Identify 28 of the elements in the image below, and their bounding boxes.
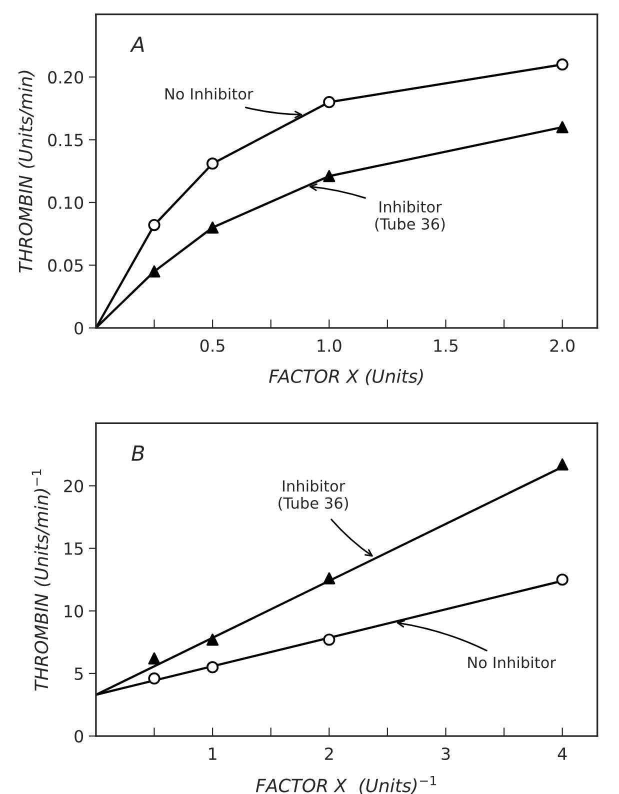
annotation: Inhibitor (Tube 36) <box>278 480 348 511</box>
annotation: No Inhibitor <box>468 656 556 668</box>
x-tick-label: 3 <box>442 747 450 760</box>
y-tick-label: 20 <box>64 480 84 492</box>
x-tick-label: 1.0 <box>318 339 342 352</box>
y-tick-label: 0.10 <box>48 196 84 210</box>
x-tick-label: 0.5 <box>200 339 224 352</box>
x-axis-title: FACTOR X (Units)$^{−1}$ <box>256 776 436 794</box>
y-axis-title: THROMBIN (Units/min) <box>18 70 35 272</box>
y-tick-label: 0 <box>74 322 84 334</box>
annotation: Inhibitor (Tube 36) <box>375 200 445 232</box>
y-axis-title: THROMBIN (Units/min)$^{−1}$ <box>32 470 50 691</box>
annotation: No Inhibitor <box>165 88 254 100</box>
y-tick-label: 0.20 <box>48 70 84 84</box>
x-tick-label: 2 <box>325 747 333 760</box>
y-tick-label: 0 <box>74 730 84 743</box>
x-tick-label: 2.0 <box>550 339 574 352</box>
y-tick-label: 5 <box>74 668 83 680</box>
x-tick-label: 1.5 <box>434 340 458 352</box>
y-tick-label: 10 <box>64 604 84 618</box>
x-axis-title: FACTOR X (Units) <box>269 369 423 386</box>
x-tick-label: 1 <box>209 748 216 760</box>
annotation: B <box>132 446 144 461</box>
x-tick-label: 4 <box>558 748 567 760</box>
y-tick-label: 0.15 <box>48 134 83 146</box>
y-tick-label: 0.05 <box>48 259 83 272</box>
y-tick-label: 15 <box>64 542 83 555</box>
annotation: A <box>130 36 144 52</box>
